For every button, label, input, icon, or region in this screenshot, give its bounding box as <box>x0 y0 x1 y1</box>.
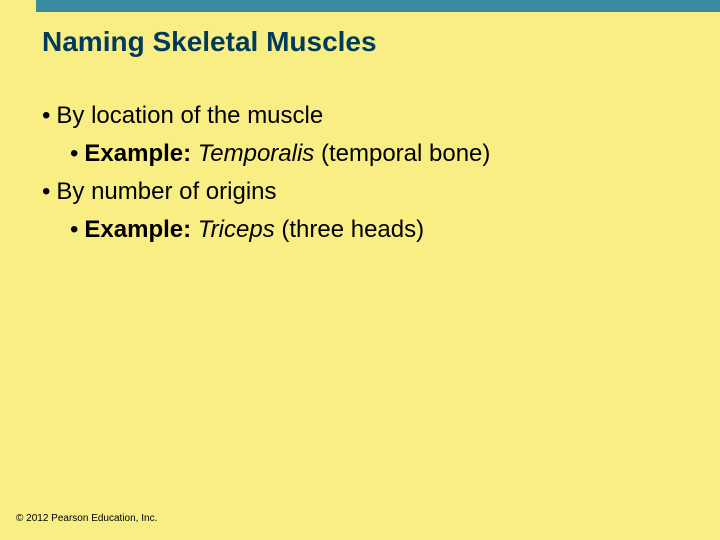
slide-container: Naming Skeletal Muscles •By location of … <box>0 0 720 540</box>
bullet-dot-icon: • <box>70 136 78 172</box>
bullet-item: •By location of the muscle <box>42 98 678 134</box>
bullet-dot-icon: • <box>42 174 50 210</box>
bullet-dot-icon: • <box>70 212 78 248</box>
copyright-text: © 2012 Pearson Education, Inc. <box>16 513 157 524</box>
bullet-text: By location of the muscle <box>56 98 323 134</box>
bullet-text: By number of origins <box>56 174 276 210</box>
bullet-dot-icon: • <box>42 98 50 134</box>
slide-title: Naming Skeletal Muscles <box>42 26 377 58</box>
bullet-item: •By number of origins <box>42 174 678 210</box>
bullet-text: Example: Temporalis (temporal bone) <box>84 136 490 172</box>
bullet-text: Example: Triceps (three heads) <box>84 212 424 248</box>
top-accent-bar <box>36 0 720 12</box>
bullet-item: •Example: Triceps (three heads) <box>70 212 678 248</box>
slide-content: •By location of the muscle•Example: Temp… <box>42 98 678 250</box>
bullet-item: •Example: Temporalis (temporal bone) <box>70 136 678 172</box>
